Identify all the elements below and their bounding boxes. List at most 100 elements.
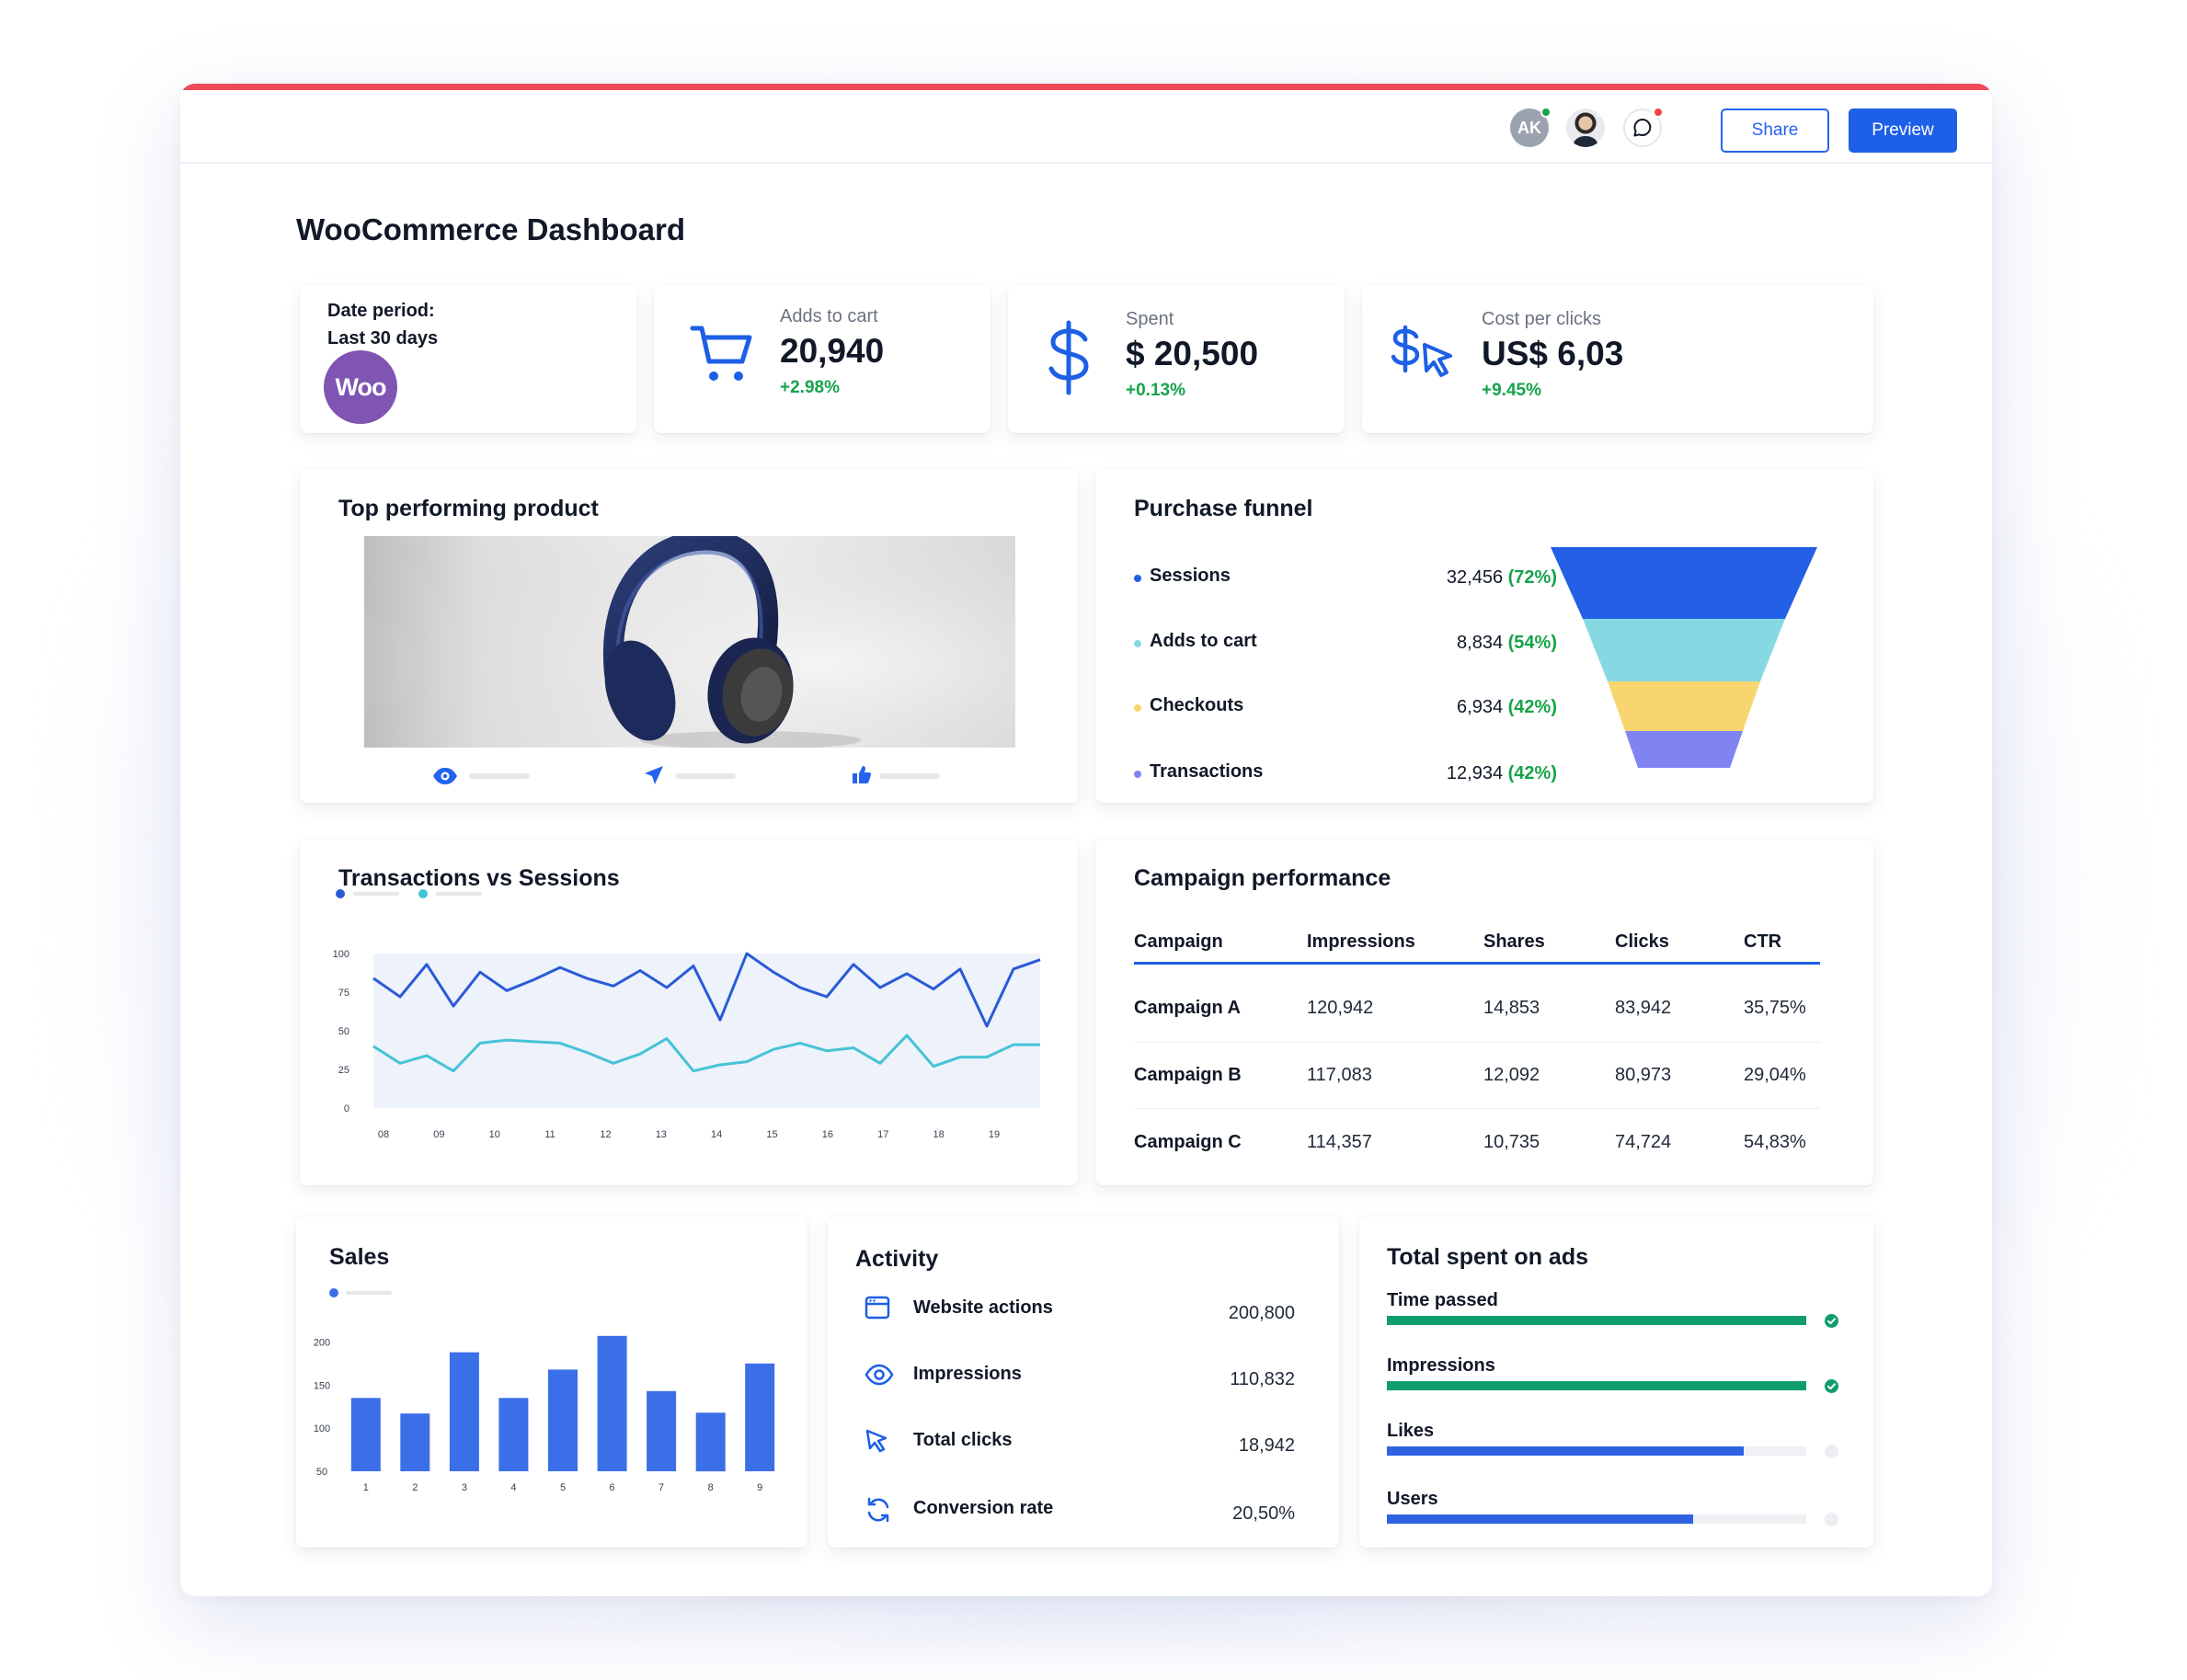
date-period-card: Date period: Last 30 days Woo [300,286,636,433]
funnel-row-transactions: Transactions 12,934 (42%) [1134,761,1557,789]
activity-card: Activity Website actions 200,800 Impress… [828,1217,1339,1548]
table-row-divider [1134,1042,1820,1043]
legend-dot [1134,640,1141,647]
x-tick-label: 17 [877,1129,888,1140]
bar-2[interactable] [400,1413,430,1471]
notification-dot [1653,107,1664,118]
refresh-icon [867,1497,889,1523]
x-tick-label: 4 [510,1482,516,1493]
top-product-card: Top performing product [300,470,1078,803]
table-cell: Campaign A [1134,998,1241,1018]
legend-dot [329,1288,338,1297]
progress-label: Time passed [1387,1290,1498,1310]
dollar-icon [1048,320,1089,395]
kpi-change: +9.45% [1482,381,1541,400]
column-header-shares[interactable]: Shares [1483,931,1545,952]
bar-4[interactable] [498,1398,529,1471]
legend-label-placeholder [346,1291,392,1295]
table-cell: 83,942 [1615,998,1672,1018]
sales-card: Sales 50 100 150 200 1 2 3 4 5 6 7 8 9 [296,1217,807,1548]
comments-button[interactable] [1623,107,1664,147]
legend-dot [1134,575,1141,582]
kpi-card-adds-to-cart: Adds to cart 20,940 +2.98% [654,286,990,433]
column-header-impressions[interactable]: Impressions [1307,931,1415,952]
x-tick-label: 5 [560,1482,566,1493]
bar-8[interactable] [695,1412,726,1472]
eye-icon [433,768,457,784]
bar-9[interactable] [745,1363,775,1471]
card-title: Total spent on ads [1387,1244,1588,1270]
cursor-icon [865,1429,887,1453]
table-cell: 117,083 [1307,1065,1372,1085]
table-cell: 14,853 [1483,998,1540,1018]
legend-dot [336,889,345,898]
funnel-graphic [1551,547,1817,768]
eye-icon [864,1364,894,1386]
kpi-value: $ 20,500 [1126,335,1259,372]
activity-value: 110,832 [1230,1369,1295,1389]
funnel-segment-checkouts [1608,681,1760,731]
column-header-clicks[interactable]: Clicks [1615,931,1669,952]
y-tick-label: 0 [344,1103,349,1114]
dashboard-window: AK Share Preview WooCommerce Dashboard D… [180,84,1992,1596]
table-cell: 35,75% [1744,998,1806,1018]
activity-label: Impressions [913,1364,1022,1384]
send-icon [645,766,663,784]
funnel-value: 12,934 (42%) [1446,763,1557,783]
check-circle-icon [1825,1314,1838,1328]
card-title: Transactions vs Sessions [338,865,620,891]
cart-icon [690,326,752,381]
funnel-segment-adds-to-cart [1583,619,1785,681]
bar-6[interactable] [597,1335,627,1471]
bar-7[interactable] [647,1390,677,1471]
bar-5[interactable] [548,1369,578,1471]
progress-fill [1387,1316,1806,1325]
likes-stat-bar [879,773,940,779]
plot-area [373,954,1040,1108]
avatar-user-photo[interactable] [1566,109,1605,147]
x-tick-label: 09 [433,1129,444,1140]
table-cell: 10,735 [1483,1132,1540,1152]
y-tick-label: 200 [314,1337,330,1348]
card-title: Sales [329,1244,390,1270]
activity-value: 18,942 [1238,1435,1295,1456]
share-button[interactable]: Share [1721,109,1829,153]
headphones-image [364,536,1015,748]
progress-label: Users [1387,1489,1438,1509]
x-tick-label: 7 [658,1482,664,1493]
table-row-divider [1134,1108,1820,1109]
x-tick-label: 15 [766,1129,777,1140]
card-title: Activity [855,1246,939,1272]
line-chart: 0 25 50 75 100 08 09 10 11 12 13 14 15 16 17 18 19 [333,889,1041,1140]
date-period-value[interactable]: Last 30 days [327,328,439,349]
avatar-initials: AK [1517,118,1541,137]
progress-track [1387,1381,1806,1390]
avatar-ak[interactable]: AK [1510,107,1552,147]
pending-circle-icon [1825,1445,1838,1458]
x-tick-label: 11 [544,1129,555,1140]
funnel-label: Sessions [1150,566,1231,586]
y-tick-label: 50 [338,1026,349,1037]
x-tick-label: 13 [656,1129,667,1140]
accent-bar [180,84,1992,90]
kpi-label: Spent [1126,309,1174,329]
product-image[interactable] [364,536,1015,748]
bar-3[interactable] [449,1352,479,1471]
column-header-ctr[interactable]: CTR [1744,931,1782,952]
x-tick-label: 6 [610,1482,615,1493]
card-title: Campaign performance [1134,865,1391,891]
kpi-card-cost-per-clicks: Cost per clicks US$ 6,03 +9.45% [1362,286,1873,433]
browser-icon [864,1296,890,1320]
bar-1[interactable] [350,1398,381,1471]
table-cell: 120,942 [1307,998,1374,1018]
x-tick-label: 10 [489,1129,500,1140]
x-tick-label: 19 [989,1129,1000,1140]
column-header-campaign[interactable]: Campaign [1134,931,1223,952]
shares-stat-bar [675,773,736,779]
card-title: Purchase funnel [1134,496,1313,521]
preview-button[interactable]: Preview [1849,109,1957,153]
legend-label-placeholder [436,892,482,896]
x-tick-label: 2 [412,1482,418,1493]
table-cell: Campaign C [1134,1132,1242,1152]
series-line-2 [372,1034,1040,1073]
